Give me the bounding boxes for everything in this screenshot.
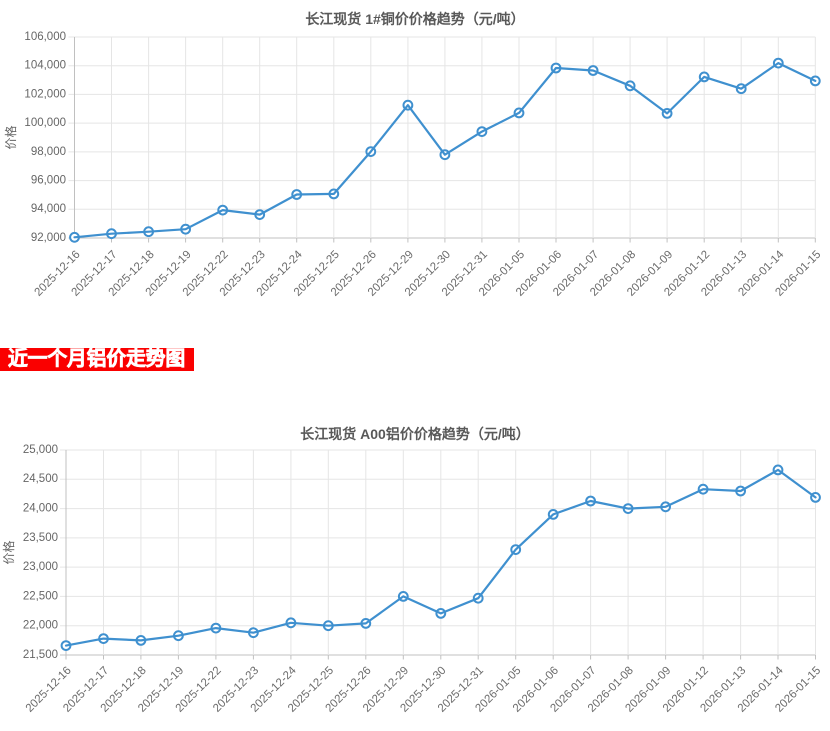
svg-text:24,500: 24,500 xyxy=(23,473,58,485)
svg-text:价格: 价格 xyxy=(1,540,16,564)
svg-text:23,500: 23,500 xyxy=(23,532,58,544)
svg-text:21,500: 21,500 xyxy=(23,649,58,661)
svg-text:94,000: 94,000 xyxy=(31,203,66,215)
svg-text:23,000: 23,000 xyxy=(23,561,58,573)
svg-text:92,000: 92,000 xyxy=(31,232,66,244)
svg-text:96,000: 96,000 xyxy=(31,175,66,187)
svg-text:22,500: 22,500 xyxy=(23,590,58,602)
svg-text:100,000: 100,000 xyxy=(24,117,66,129)
svg-text:长江现货 A00铝价价格趋势（元/吨）: 长江现货 A00铝价价格趋势（元/吨） xyxy=(300,426,529,442)
svg-text:22,000: 22,000 xyxy=(23,620,58,632)
svg-text:价格: 价格 xyxy=(3,125,18,149)
svg-text:98,000: 98,000 xyxy=(31,146,66,158)
svg-text:106,000: 106,000 xyxy=(24,31,66,43)
svg-text:24,000: 24,000 xyxy=(23,503,58,515)
svg-text:104,000: 104,000 xyxy=(24,60,66,72)
svg-text:长江现货 1#铜价价格趋势（元/吨）: 长江现货 1#铜价价格趋势（元/吨） xyxy=(305,11,524,27)
svg-text:102,000: 102,000 xyxy=(24,88,66,100)
svg-text:25,000: 25,000 xyxy=(23,444,58,456)
